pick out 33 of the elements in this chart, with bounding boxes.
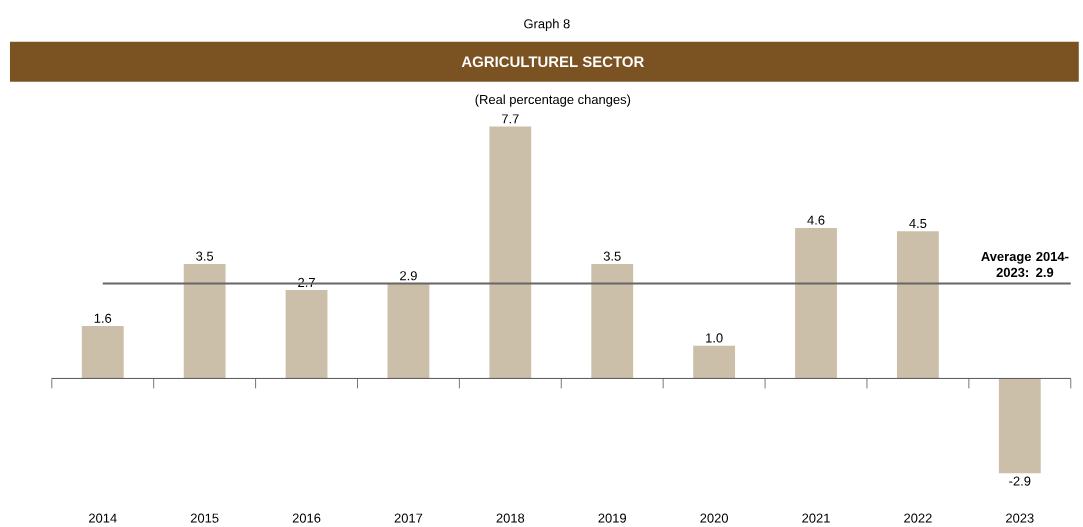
data-label: 1.0 <box>706 333 723 343</box>
x-tick-label: 2020 <box>700 513 729 523</box>
x-tick-label: 2016 <box>292 513 321 523</box>
data-label: -2.9 <box>1009 476 1031 486</box>
bar <box>998 378 1041 474</box>
data-label: 7.7 <box>502 114 519 124</box>
x-tick-label: 2018 <box>496 513 525 523</box>
data-label: 3.5 <box>603 251 621 261</box>
bar <box>285 290 328 379</box>
chart-title: AGRICULTUREL SECTOR <box>461 56 644 68</box>
x-tick-label: 2017 <box>394 513 423 523</box>
ref-line-label: Average 2014-2023: 2.9 <box>981 251 1069 278</box>
bar <box>81 326 124 379</box>
data-label: 4.5 <box>909 219 927 229</box>
data-label: 1.6 <box>94 313 112 323</box>
x-tick-label: 2019 <box>598 513 627 523</box>
bar <box>693 345 736 379</box>
data-label: 2.9 <box>400 271 417 281</box>
x-tick-label: 2015 <box>190 513 219 523</box>
data-label: 4.6 <box>807 215 825 225</box>
x-tick-label: 2023 <box>1006 513 1034 523</box>
caption: Graph 8 <box>524 18 570 31</box>
x-tick-label: 2021 <box>802 513 830 523</box>
bar <box>591 263 634 379</box>
x-tick-label: 2014 <box>89 513 117 523</box>
bar <box>896 231 939 379</box>
bar <box>387 283 430 379</box>
bar <box>489 126 532 379</box>
chart-subtitle: (Real percentage changes) <box>475 94 631 107</box>
data-label: 3.5 <box>196 251 214 261</box>
bar <box>795 227 837 379</box>
bar <box>183 263 226 379</box>
x-tick-label: 2022 <box>904 513 932 523</box>
